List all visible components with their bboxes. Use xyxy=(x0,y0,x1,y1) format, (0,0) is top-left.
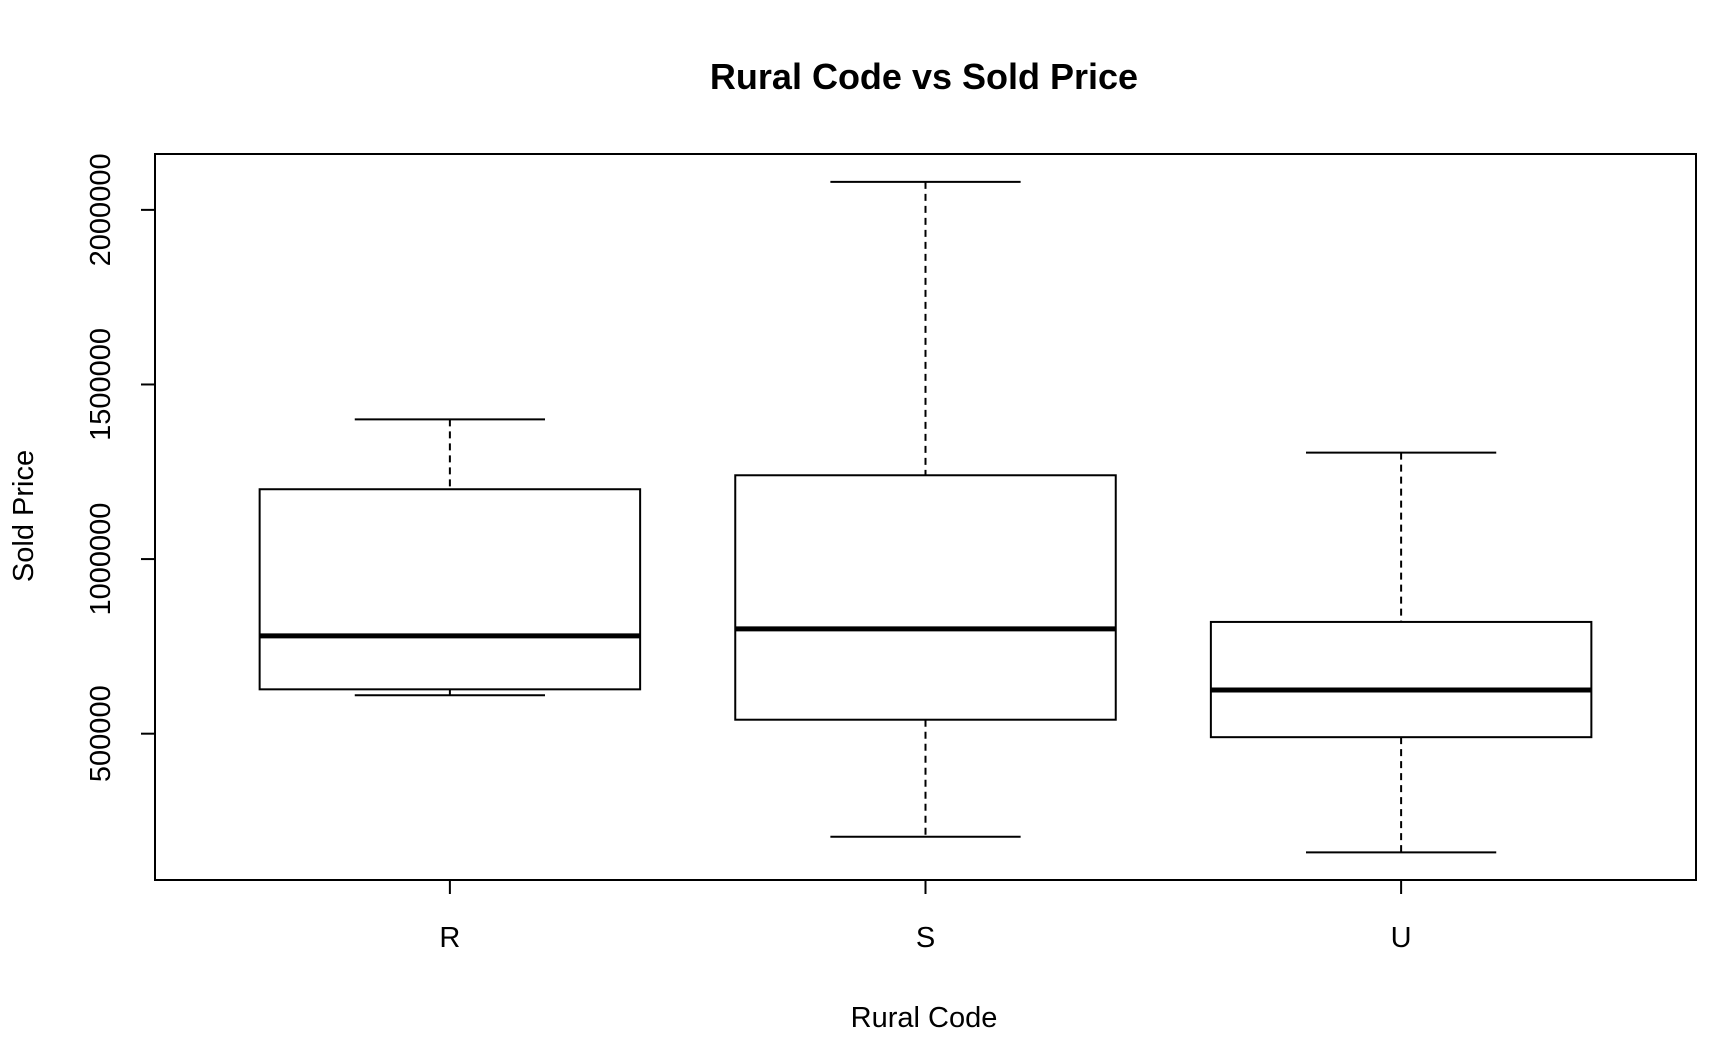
box-S xyxy=(734,180,1117,838)
box-R xyxy=(258,418,642,697)
x-tick-label: U xyxy=(1391,922,1412,954)
y-tick-label: 2000000 xyxy=(85,153,117,266)
x-tick-label: R xyxy=(439,922,460,954)
chart-title: Rural Code vs Sold Price xyxy=(710,56,1138,97)
y-axis-label: Sold Price xyxy=(8,450,40,582)
box-U xyxy=(1209,451,1593,854)
iqr-box xyxy=(258,488,642,691)
iqr-box xyxy=(734,474,1117,721)
x-axis-label: Rural Code xyxy=(851,1002,998,1034)
y-axis: 500000 1000000 1500000 2000000 xyxy=(85,153,156,782)
y-tick-label: 1500000 xyxy=(85,328,117,441)
boxes xyxy=(258,180,1593,854)
x-tick-label: S xyxy=(916,922,935,954)
y-tick-label: 500000 xyxy=(85,685,117,782)
y-tick-label: 1000000 xyxy=(85,503,117,616)
iqr-box xyxy=(1209,620,1593,739)
